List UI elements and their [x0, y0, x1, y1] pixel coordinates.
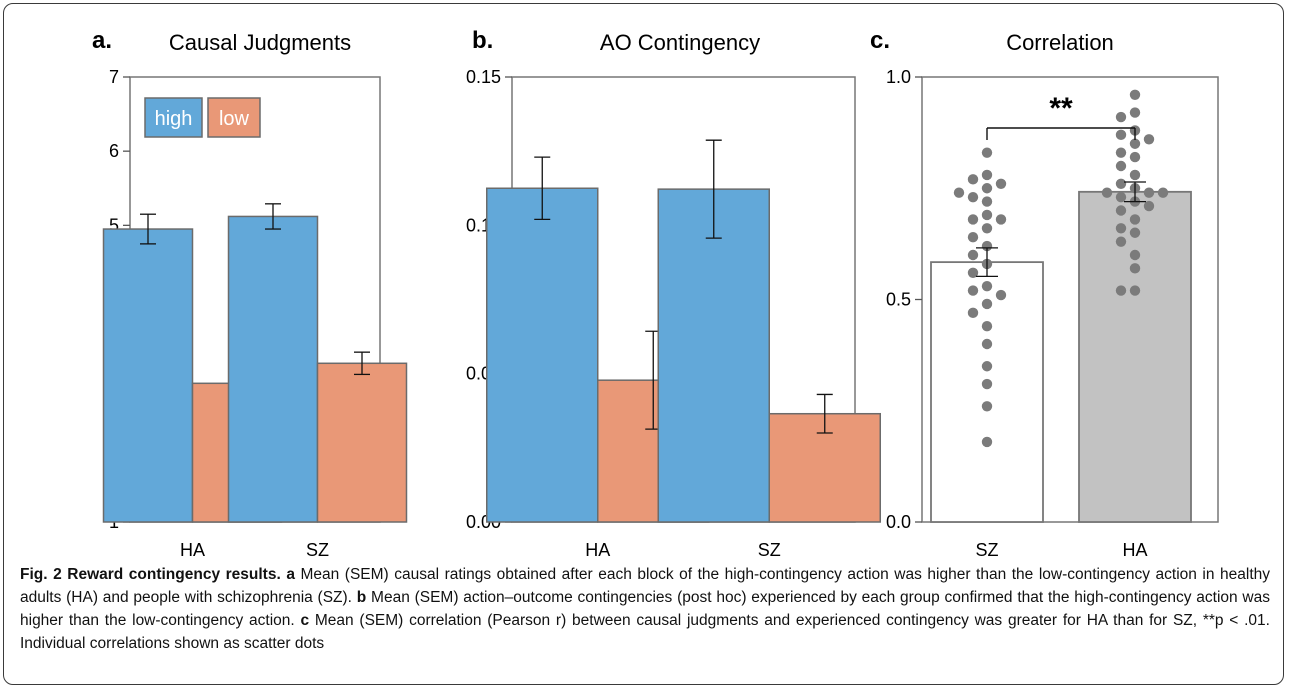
charts-svg: 1234567HASZhighlow0.000.050.100.15HASZ0.…	[102, 67, 1219, 560]
scatter-dot-sz	[981, 169, 993, 181]
scatter-dot-ha	[1115, 129, 1127, 141]
scatter-dot-ha	[1129, 107, 1141, 118]
x-tick-label: SZ	[975, 540, 998, 560]
scatter-dot-ha	[1129, 214, 1141, 225]
scatter-dot-ha	[1129, 249, 1141, 261]
scatter-dot-ha	[1115, 223, 1127, 234]
scatter-dot-ha	[1115, 111, 1127, 123]
scatter-dot-sz	[981, 298, 993, 310]
scatter-dot-ha	[1129, 151, 1141, 163]
legend-label-low: low	[219, 108, 250, 130]
scatter-dot-sz	[981, 183, 993, 194]
scatter-dot-sz	[981, 240, 993, 252]
x-tick-label: SZ	[758, 540, 781, 560]
panel-b-title: AO Contingency	[599, 30, 761, 55]
caption-a-text: Mean (SEM) causal ratings obtained after…	[20, 566, 1271, 606]
y-tick-label: 0.0	[886, 512, 911, 532]
x-tick-label: SZ	[306, 540, 329, 560]
legend-swatch-low	[207, 97, 261, 138]
bar-high-ha	[486, 187, 599, 523]
scatter-dot-sz	[967, 174, 979, 185]
x-tick-label: HA	[585, 540, 610, 560]
caption-a-letter: a	[286, 566, 295, 583]
scatter-dot-sz	[967, 191, 979, 203]
y-tick-label: 7	[109, 67, 119, 87]
caption-c-letter: c	[300, 612, 310, 629]
scatter-dot-ha	[1129, 263, 1141, 274]
scatter-dot-ha	[1129, 138, 1141, 149]
scatter-dot-sz	[981, 223, 993, 234]
y-tick-label: 6	[109, 141, 119, 161]
scatter-dot-sz	[967, 267, 979, 278]
scatter-dot-sz	[967, 249, 979, 261]
caption-b-text: Mean (SEM) action–outcome contingencies …	[20, 589, 1270, 629]
scatter-dot-ha	[1129, 285, 1141, 296]
bar-low-sz	[316, 362, 408, 523]
scatter-dot-sz	[981, 147, 993, 158]
scatter-dot-sz	[995, 214, 1007, 225]
panel-a-title: Causal Judgments	[168, 30, 352, 55]
x-tick-label: HA	[1122, 540, 1147, 560]
bar-high-sz	[227, 215, 319, 523]
figure-caption: Fig. 2 Reward contingency results. a Mea…	[20, 563, 1270, 655]
scatter-dot-ha	[1143, 200, 1155, 212]
scatter-dot-ha	[1129, 169, 1141, 181]
scatter-dot-sz	[967, 285, 979, 296]
scatter-dot-sz	[981, 196, 993, 207]
scatter-dot-sz	[967, 214, 979, 225]
panel-c-letter: c.	[870, 27, 891, 54]
legend-swatch-high	[144, 97, 203, 138]
scatter-dot-sz	[981, 209, 993, 221]
scatter-dot-ha	[1115, 236, 1127, 247]
scatter-dot-ha	[1143, 134, 1155, 145]
bar-high-sz	[657, 188, 770, 523]
scatter-dot-ha	[1129, 89, 1141, 101]
panel-c-title: Correlation	[1006, 30, 1114, 55]
legend-label-high: high	[155, 108, 193, 130]
scatter-dot-sz	[981, 321, 993, 332]
scatter-dot-ha	[1157, 187, 1169, 198]
scatter-dot-sz	[967, 232, 979, 243]
significance-label: **	[1049, 92, 1073, 125]
y-tick-label: 0.15	[466, 67, 501, 87]
scatter-dot-sz	[995, 178, 1007, 189]
scatter-dot-ha	[1115, 160, 1127, 172]
figure: a. Causal Judgments b. AO Contingency c.…	[92, 27, 1219, 560]
scatter-dot-sz	[981, 338, 993, 350]
scatter-dot-ha	[1129, 227, 1141, 238]
figure-frame	[3, 3, 1284, 685]
scatter-dot-ha	[1115, 178, 1127, 189]
scatter-dot-ha	[1101, 187, 1113, 198]
panel-b-letter: b.	[472, 27, 494, 54]
bar-high-ha	[102, 228, 194, 523]
caption-c-text: Mean (SEM) correlation (Pearson r) betwe…	[20, 612, 1270, 652]
y-tick-label: 1.0	[886, 67, 911, 87]
scatter-dot-ha	[1115, 205, 1127, 216]
scatter-dot-sz	[981, 436, 993, 448]
caption-label: Fig. 2 Reward contingency results.	[20, 566, 281, 583]
panel-a-letter: a.	[92, 27, 113, 54]
scatter-dot-sz	[953, 187, 965, 198]
y-tick-label: 5	[109, 215, 119, 235]
scatter-dot-sz	[967, 307, 979, 319]
scatter-dot-sz	[995, 289, 1007, 301]
x-tick-label: HA	[180, 540, 205, 560]
caption-b-letter: b	[356, 589, 367, 606]
scatter-dot-ha	[1143, 187, 1155, 198]
bar-ha	[1078, 190, 1192, 523]
scatter-dot-sz	[981, 378, 993, 390]
scatter-dot-ha	[1115, 147, 1127, 158]
scatter-dot-sz	[981, 280, 993, 292]
scatter-dot-sz	[981, 401, 993, 412]
scatter-dot-ha	[1115, 191, 1127, 203]
scatter-dot-sz	[981, 361, 993, 372]
y-tick-label: 0.5	[886, 290, 911, 310]
scatter-dot-ha	[1115, 285, 1127, 296]
